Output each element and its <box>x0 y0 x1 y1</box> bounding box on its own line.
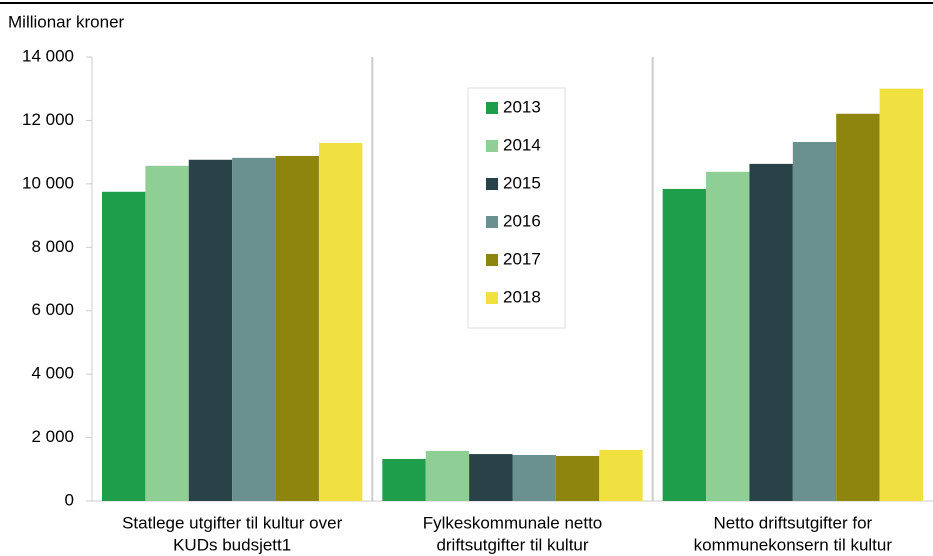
y-tick-label: 10 000 <box>22 173 74 192</box>
legend-label: 2017 <box>503 249 541 268</box>
bar <box>469 454 513 501</box>
legend-box <box>467 87 566 329</box>
legend-swatch <box>486 140 498 152</box>
bar <box>836 113 880 502</box>
legend-swatch <box>486 254 498 266</box>
y-tick-label: 14 000 <box>22 46 74 65</box>
legend-swatch <box>486 292 498 304</box>
bar <box>555 455 600 501</box>
bar <box>706 171 750 501</box>
x-tick-label: kommunekonsern til kultur <box>694 535 893 554</box>
legend-swatch <box>486 216 498 228</box>
bar <box>599 449 643 501</box>
legend-label: 2018 <box>503 287 541 306</box>
bar <box>662 188 707 501</box>
bar <box>792 141 837 501</box>
y-tick-label: 4 000 <box>31 364 74 383</box>
bar <box>749 163 793 501</box>
legend-swatch <box>486 178 498 190</box>
bar <box>188 159 233 502</box>
x-tick-label: KUDs budsjett1 <box>173 535 291 554</box>
bar <box>879 88 923 501</box>
y-tick-label: 2 000 <box>31 427 74 446</box>
legend-label: 2015 <box>503 173 541 192</box>
bar <box>512 455 556 501</box>
x-tick-label: driftsutgifter til kultur <box>436 535 588 554</box>
y-tick-label: 8 000 <box>31 237 74 256</box>
bar <box>102 191 146 502</box>
y-axis-label: Millionar kroner <box>8 12 125 31</box>
legend-swatch <box>486 102 498 114</box>
bar <box>232 157 276 501</box>
bar <box>145 165 189 501</box>
legend-label: 2013 <box>503 97 541 116</box>
bar <box>318 142 363 501</box>
x-tick-label: Statlege utgifter til kultur over <box>122 513 343 532</box>
bar <box>275 155 319 501</box>
bar <box>425 450 470 501</box>
y-tick-label: 12 000 <box>22 110 74 129</box>
bar <box>382 458 426 501</box>
y-tick-label: 6 000 <box>31 300 74 319</box>
legend-label: 2016 <box>503 211 541 230</box>
legend-label: 2014 <box>503 135 541 154</box>
y-tick-label: 0 <box>65 490 74 509</box>
x-tick-label: Fylkeskommunale netto <box>423 513 603 532</box>
x-tick-label: Netto driftsutgifter for <box>713 513 872 532</box>
